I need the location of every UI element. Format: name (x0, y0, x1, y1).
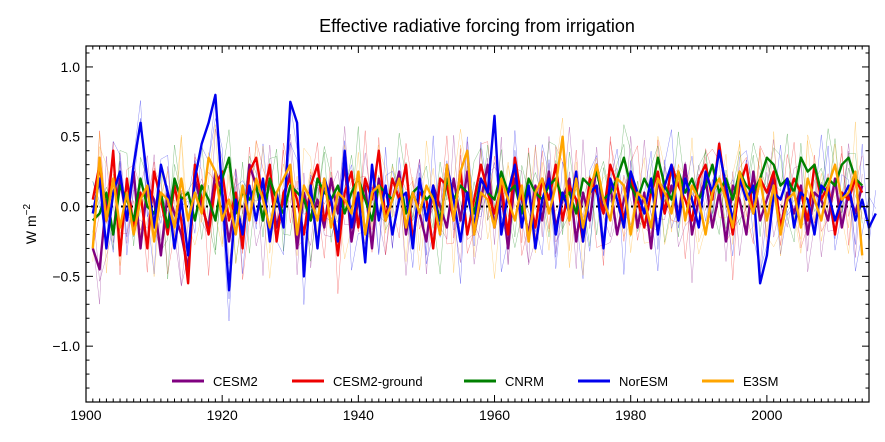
legend-label: CESM2 (213, 374, 258, 389)
y-tick-label: 0.5 (61, 129, 81, 145)
x-tick-label: 1940 (343, 407, 374, 423)
member-line (92, 97, 877, 322)
axes: 1900 1920 1940 1960 1980 2000 −1.0 −0.5 0.0 0.5 1.… (52, 45, 870, 423)
x-tick-label: 1920 (207, 407, 238, 423)
x-tick-label: 1900 (70, 407, 101, 423)
y-tick-label: 0.0 (61, 199, 81, 215)
x-tick-label: 1980 (615, 407, 646, 423)
legend-label: CESM2-ground (333, 374, 423, 389)
y-axis-label: W m−2 (22, 203, 39, 244)
legend: CESM2 CESM2-ground CNRM NorESM E3SM (172, 374, 778, 389)
legend-label: NorESM (619, 374, 668, 389)
y-tick-label: 1.0 (61, 59, 81, 75)
series-line (91, 135, 864, 256)
y-tick-label: −0.5 (52, 268, 80, 284)
y-axis-label-unit: W m (23, 215, 39, 244)
chart-title: Effective radiative forcing from irrigat… (319, 16, 635, 36)
x-tick-label: 2000 (751, 407, 782, 423)
x-tick-label: 1960 (479, 407, 510, 423)
y-axis-label-exponent: −2 (22, 203, 33, 215)
y-tick-label: −1.0 (52, 338, 80, 354)
series-lines (91, 93, 877, 292)
plot-frame (85, 45, 870, 403)
legend-label: E3SM (743, 374, 778, 389)
series-line (91, 93, 877, 292)
legend-label: CNRM (505, 374, 544, 389)
